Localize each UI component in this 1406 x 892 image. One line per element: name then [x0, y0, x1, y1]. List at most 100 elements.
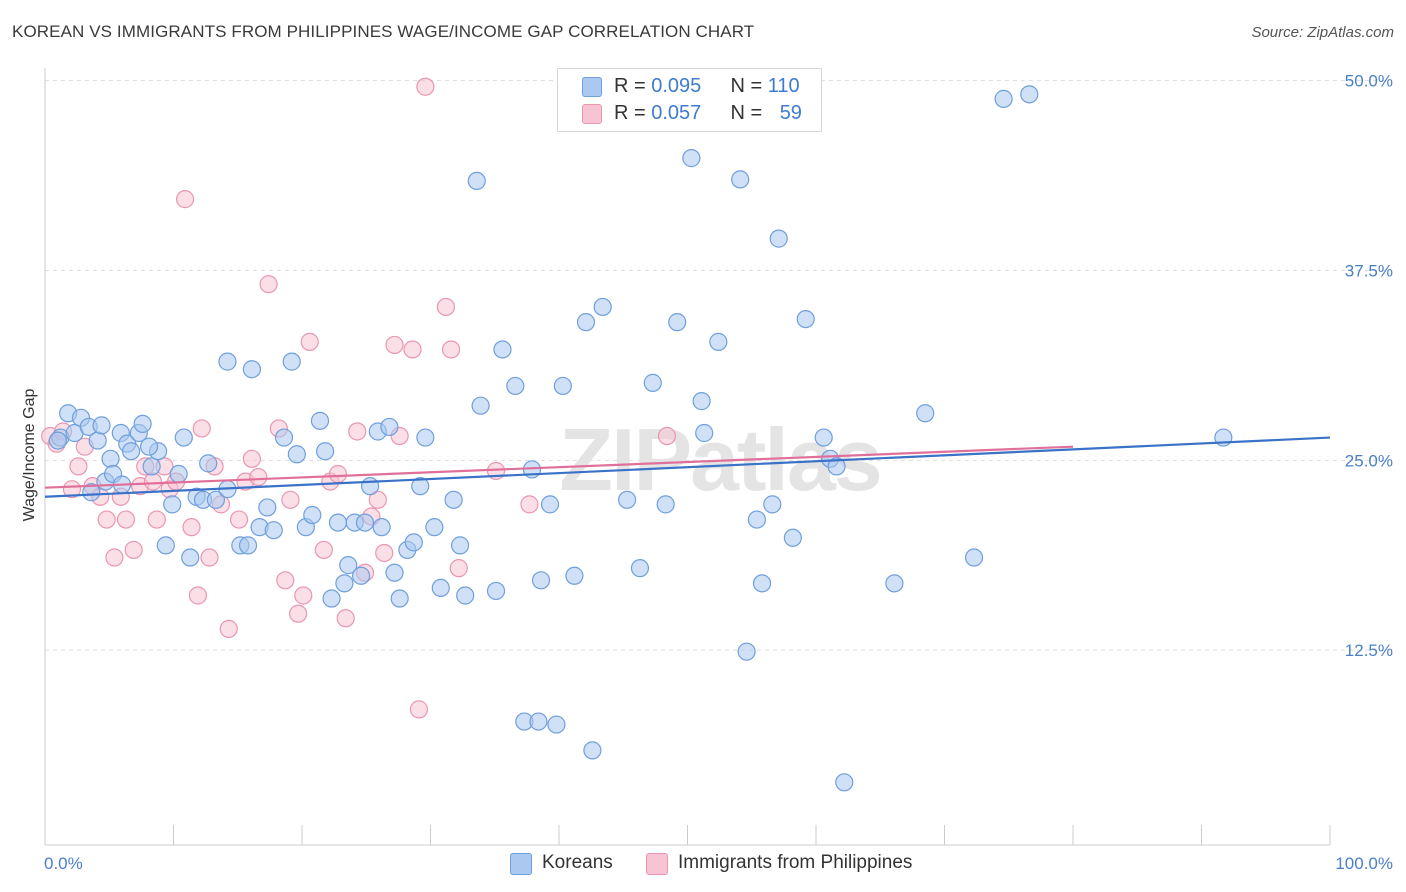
philippines-point — [520, 495, 539, 514]
korean-point — [1020, 85, 1039, 104]
source-label: Source: ZipAtlas.com — [1251, 24, 1394, 41]
korean-point — [576, 313, 596, 332]
korean-point — [553, 376, 572, 396]
korean-point — [583, 741, 602, 760]
korean-point — [328, 513, 348, 532]
korean-point — [121, 442, 141, 461]
korean-point — [630, 559, 650, 578]
korean-point — [643, 373, 662, 392]
korean-point — [264, 521, 283, 540]
philippines-point — [294, 586, 313, 605]
korean-point — [174, 428, 193, 447]
korean-point — [656, 495, 675, 514]
philippines-point — [281, 490, 300, 509]
korean-point — [668, 313, 687, 332]
korean-point — [486, 581, 506, 601]
legend-n-value: 110 — [767, 75, 800, 97]
legend-swatch-blue — [582, 77, 602, 97]
korean-point — [380, 417, 399, 437]
philippines-point — [416, 77, 435, 96]
philippines-point — [276, 571, 295, 590]
korean-point — [88, 431, 107, 450]
korean-point — [540, 495, 560, 514]
philippines-point — [143, 472, 163, 491]
philippines-point — [219, 619, 238, 639]
philippines-point — [229, 510, 249, 529]
korean-point — [529, 712, 548, 731]
korean-point — [169, 464, 188, 484]
philippines-point — [175, 190, 195, 209]
philippines-point — [188, 586, 208, 605]
korean-point — [814, 428, 833, 447]
philippines-point — [348, 422, 367, 441]
korean-point — [737, 642, 756, 661]
korean-point — [274, 428, 294, 447]
axes — [44, 68, 1331, 846]
korean-point — [242, 360, 261, 379]
korean-point — [390, 589, 409, 608]
y-axis-label: Wage/Income Gap — [21, 389, 38, 522]
philippines-point — [62, 480, 82, 499]
philippines-point — [69, 457, 88, 476]
y-tick-label: 37.5% — [1345, 262, 1393, 281]
korean-point — [506, 376, 525, 396]
philippines-point — [403, 340, 422, 359]
philippines-point — [657, 426, 677, 446]
korean-point — [444, 490, 463, 509]
korean-point — [238, 536, 258, 555]
philippines-point — [449, 559, 468, 578]
legend-swatch-pink — [582, 104, 602, 124]
x-tick-label: 0.0% — [44, 854, 83, 873]
korean-point — [796, 309, 815, 329]
philippines-point — [375, 543, 394, 563]
korean-point — [964, 548, 984, 567]
korean-point — [303, 505, 322, 525]
korean-point — [411, 477, 430, 496]
x-tick-label: 100.0% — [1335, 854, 1393, 873]
philippines-point — [368, 490, 387, 509]
philippines-point — [124, 540, 143, 560]
korean-point — [199, 454, 218, 473]
philippines-point — [336, 609, 355, 628]
korean-point — [361, 477, 380, 496]
korean-point — [310, 411, 330, 430]
korean-point — [206, 490, 226, 509]
legend-label-koreans: Koreans — [542, 852, 613, 873]
philippines-point — [200, 548, 219, 567]
philippines-point — [409, 700, 429, 719]
philippines-point — [105, 548, 124, 567]
philippines-point — [385, 335, 404, 355]
trend-line-philippines — [44, 445, 1074, 489]
korean-point — [425, 518, 444, 537]
korean-point — [142, 457, 161, 476]
philippines-point — [259, 275, 278, 294]
korean-point — [92, 416, 111, 435]
korean-point — [335, 574, 354, 593]
philippines-point — [147, 510, 166, 529]
korean-point — [101, 449, 120, 468]
korean-point — [352, 566, 371, 585]
philippines-point — [242, 449, 261, 468]
korean-point — [752, 574, 772, 593]
legend-r-value: 0.057 — [651, 102, 702, 124]
x-tick-labels: 0.0% 100.0% — [44, 854, 1393, 873]
philippines-point — [328, 464, 348, 484]
philippines-point — [192, 419, 211, 438]
korean-point — [282, 352, 301, 371]
y-tick-label: 12.5% — [1345, 641, 1393, 660]
philippines-point — [97, 510, 116, 529]
korean-point — [763, 495, 782, 514]
korean-point — [139, 437, 159, 456]
korean-point — [163, 495, 182, 514]
korean-point — [82, 483, 101, 502]
korean-point — [431, 578, 450, 598]
korean-point — [456, 586, 475, 605]
series-blue-points — [48, 85, 1233, 792]
korean-point — [692, 392, 711, 411]
korean-point — [258, 498, 277, 517]
legend-n-value: 59 — [779, 102, 802, 124]
legend-n-label: N = — [730, 75, 768, 97]
korean-point — [372, 518, 391, 537]
korean-point — [181, 548, 200, 567]
